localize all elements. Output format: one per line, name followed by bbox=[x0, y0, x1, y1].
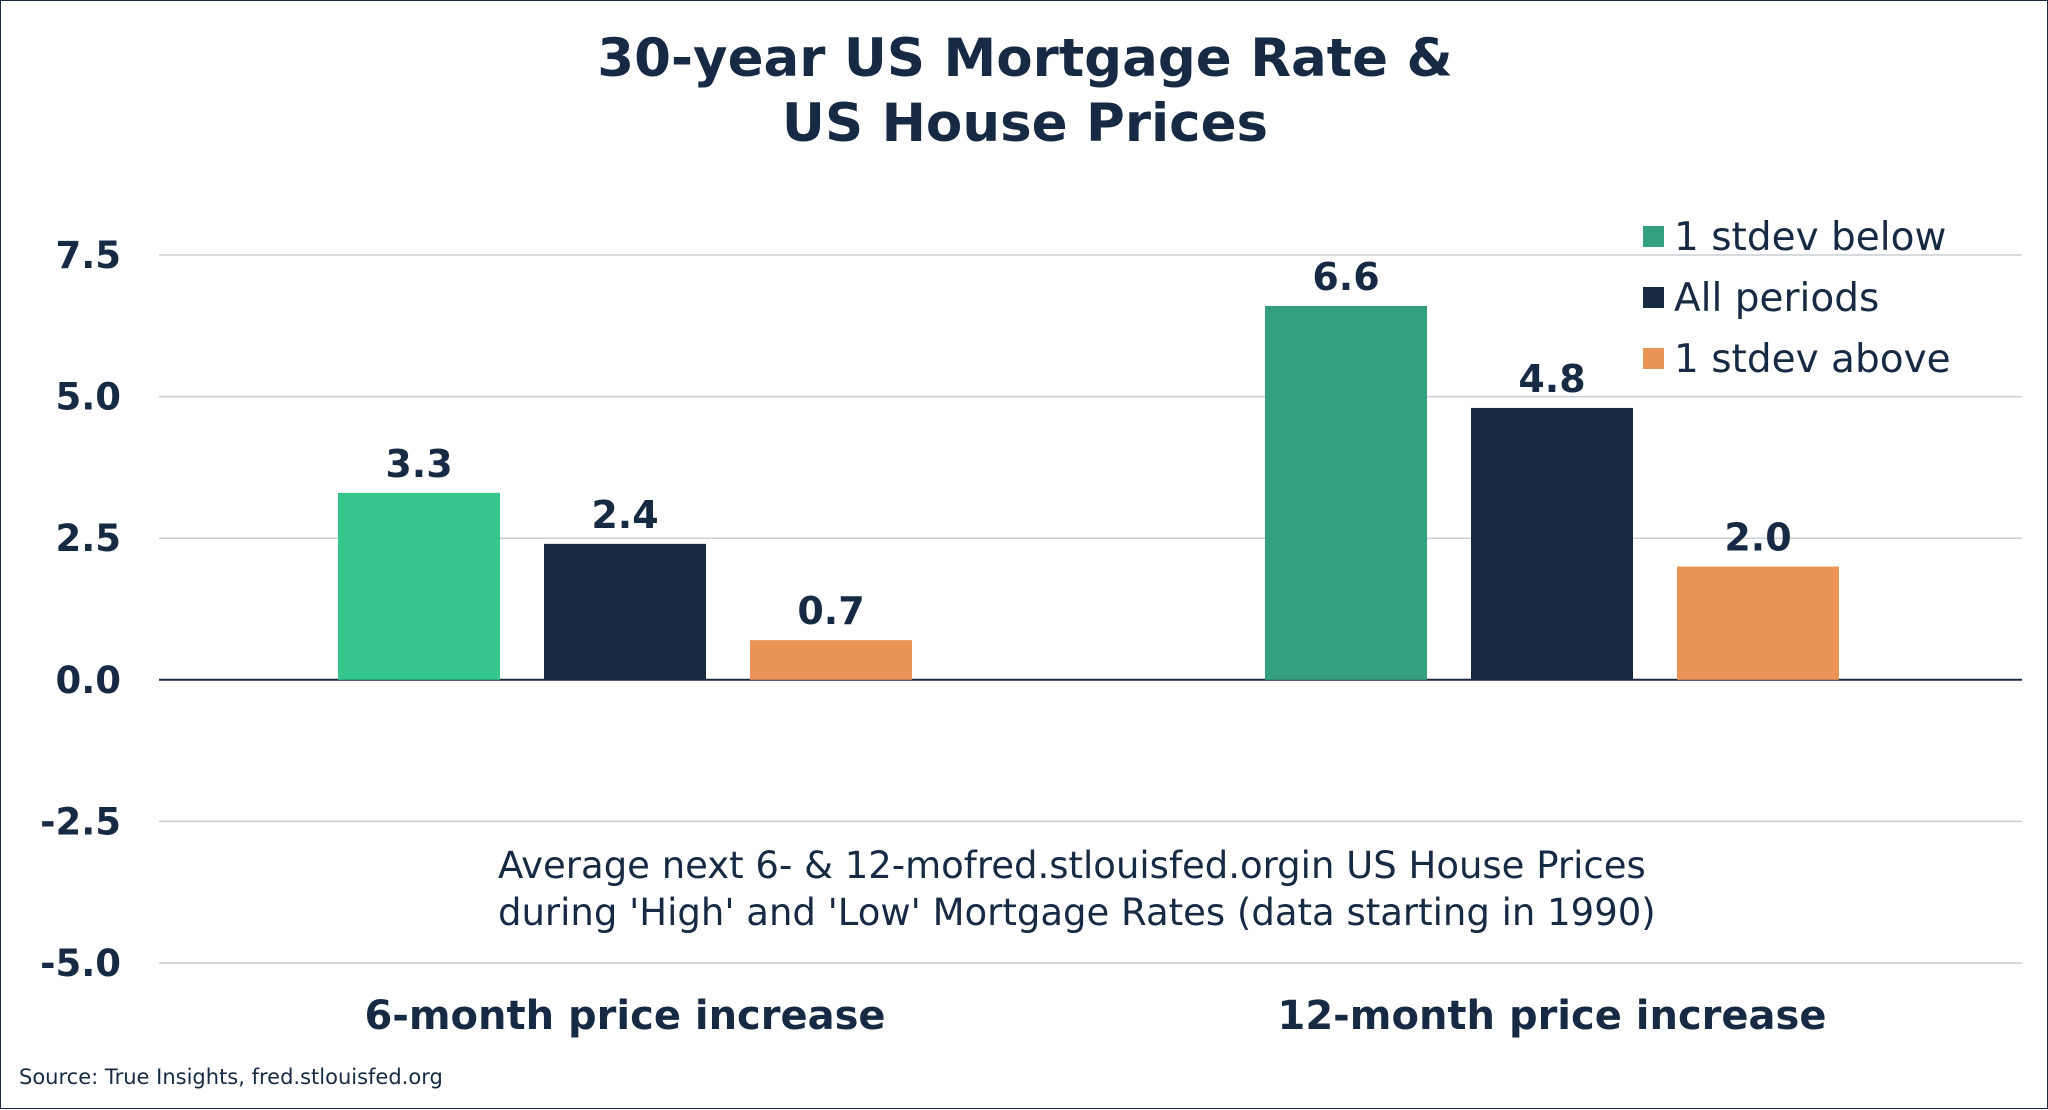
y-tick-label: 0.0 bbox=[55, 659, 121, 702]
legend-swatch-1-stdev-above bbox=[1643, 348, 1664, 369]
bar-1-stdev-above-6-month-price-increase bbox=[750, 640, 912, 680]
legend: 1 stdev below All periods 1 stdev above bbox=[1643, 215, 1951, 382]
legend-label-1-stdev-below: 1 stdev below bbox=[1674, 215, 1946, 260]
y-tick-label: 5.0 bbox=[55, 376, 121, 419]
annotation-line-2: during 'High' and 'Low' Mortgage Rates (… bbox=[498, 891, 1656, 934]
bar-1-stdev-below-12-month-price-increase bbox=[1265, 305, 1427, 680]
legend-swatch-1-stdev-below bbox=[1643, 226, 1664, 247]
annotation-line-1: Average next 6- & 12-mofred.stlouisfed.o… bbox=[498, 844, 1646, 887]
data-labels: 3.3 2.4 0.7 6.6 4.8 2.0 bbox=[385, 255, 1791, 633]
source-note: Source: True Insights, fred.stlouisfed.o… bbox=[19, 1065, 443, 1089]
legend-label-1-stdev-above: 1 stdev above bbox=[1674, 337, 1951, 382]
data-label-1-stdev-below-6-month-price-increase: 3.3 bbox=[385, 442, 452, 486]
y-tick-label: -5.0 bbox=[40, 942, 121, 985]
data-label-all-periods-6-month-price-increase: 2.4 bbox=[591, 493, 658, 537]
legend-swatch-all-periods bbox=[1643, 287, 1664, 308]
legend-label-all-periods: All periods bbox=[1674, 276, 1879, 321]
data-label-all-periods-12-month-price-increase: 4.8 bbox=[1518, 357, 1585, 401]
chart-title-line-1: 30-year US Mortgage Rate & bbox=[597, 28, 1452, 89]
x-category-label: 12-month price increase bbox=[1278, 993, 1827, 1039]
bar-1-stdev-above-12-month-price-increase bbox=[1677, 566, 1839, 680]
bar-1-stdev-below-6-month-price-increase bbox=[338, 492, 500, 680]
chart-title-line-2: US House Prices bbox=[782, 93, 1268, 154]
data-label-1-stdev-below-12-month-price-increase: 6.6 bbox=[1312, 255, 1379, 299]
data-label-1-stdev-above-6-month-price-increase: 0.7 bbox=[797, 589, 864, 633]
data-label-1-stdev-above-12-month-price-increase: 2.0 bbox=[1724, 516, 1791, 560]
x-axis-categories: 6-month price increase 12-month price inc… bbox=[364, 993, 1826, 1039]
y-tick-label: -2.5 bbox=[40, 800, 121, 843]
bar-all-periods-6-month-price-increase bbox=[544, 543, 706, 680]
y-tick-label: 2.5 bbox=[55, 517, 121, 560]
x-category-label: 6-month price increase bbox=[364, 993, 885, 1039]
bars bbox=[338, 305, 1839, 680]
y-axis-ticks: 7.5 5.0 2.5 0.0 -2.5 -5.0 bbox=[40, 234, 121, 985]
bar-all-periods-12-month-price-increase bbox=[1471, 407, 1633, 680]
y-tick-label: 7.5 bbox=[55, 234, 121, 277]
